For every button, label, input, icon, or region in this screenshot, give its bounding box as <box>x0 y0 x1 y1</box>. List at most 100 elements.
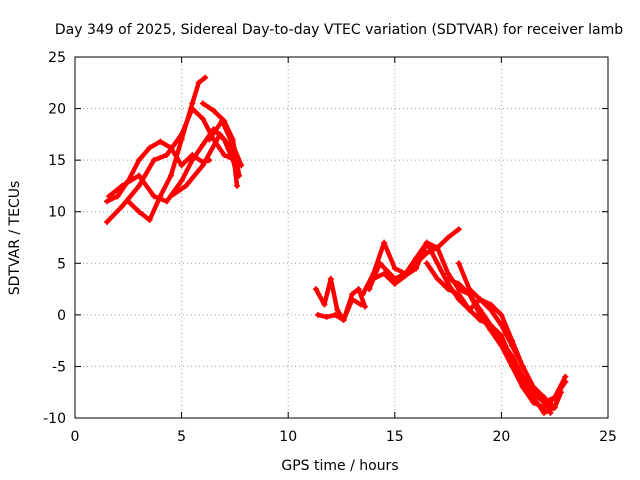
data-point <box>349 291 356 298</box>
data-point <box>455 280 462 287</box>
data-point <box>547 409 554 416</box>
data-point <box>466 286 473 293</box>
data-point <box>125 198 132 205</box>
y-tick-label: 0 <box>57 308 66 324</box>
data-point <box>229 141 236 148</box>
data-point <box>455 291 462 298</box>
x-tick-label: 0 <box>71 429 80 445</box>
data-point <box>434 275 441 282</box>
x-tick-label: 25 <box>599 429 617 445</box>
data-point <box>210 107 217 114</box>
y-tick-label: -5 <box>52 359 66 375</box>
data-point <box>106 193 113 200</box>
data-point <box>466 306 473 313</box>
data-point <box>370 275 377 282</box>
y-tick-label: 10 <box>48 205 66 221</box>
data-point <box>238 162 245 169</box>
data-point <box>455 260 462 267</box>
data-point <box>103 198 110 205</box>
data-point <box>163 198 170 205</box>
data-point <box>498 322 505 329</box>
data-point <box>445 234 452 241</box>
data-point <box>167 193 174 200</box>
data-point <box>135 208 142 215</box>
data-point <box>541 409 548 416</box>
data-point <box>334 306 341 313</box>
data-point <box>541 394 548 401</box>
data-point <box>455 286 462 293</box>
data-point <box>340 317 347 324</box>
data-point <box>202 74 209 81</box>
data-point <box>332 311 339 318</box>
y-tick-label: -10 <box>43 411 66 427</box>
data-point <box>236 172 243 179</box>
data-point <box>135 172 142 179</box>
data-point <box>381 270 388 277</box>
x-axis-label: GPS time / hours <box>281 458 398 474</box>
data-point <box>157 138 164 145</box>
series-track-15 <box>456 261 553 416</box>
data-point <box>103 219 110 226</box>
plot-frame <box>74 56 609 419</box>
data-point <box>530 399 537 406</box>
data-point <box>391 265 398 272</box>
y-tick-label: 15 <box>48 153 66 169</box>
data-point <box>376 260 383 267</box>
series-track-1 <box>104 139 212 204</box>
data-point <box>349 296 356 303</box>
data-point <box>519 363 526 370</box>
data-point <box>413 265 420 272</box>
data-point <box>391 280 398 287</box>
data-point <box>150 157 157 164</box>
data-point <box>530 384 537 391</box>
series-track-8 <box>313 276 368 323</box>
data-point <box>402 272 409 279</box>
series-track-13 <box>424 261 564 416</box>
data-point <box>206 136 213 143</box>
data-point <box>381 239 388 246</box>
data-point <box>199 141 206 148</box>
series-track-3 <box>104 106 238 225</box>
data-point <box>157 193 164 200</box>
data-point <box>221 151 228 158</box>
data-point <box>178 177 185 184</box>
data-point <box>315 311 322 318</box>
data-point <box>562 373 569 380</box>
tick-layer: 0 5 10 15 20 25 -10 -5 0 5 10 15 20 25 <box>43 50 617 445</box>
y-tick-label: 25 <box>48 50 66 66</box>
data-point <box>355 286 362 293</box>
data-point <box>498 332 505 339</box>
data-point <box>445 280 452 287</box>
data-point <box>216 131 223 138</box>
data-point <box>509 342 516 349</box>
data-point <box>477 296 484 303</box>
data-point <box>366 286 373 293</box>
data-point <box>487 301 494 308</box>
data-point <box>551 394 558 401</box>
data-point <box>146 216 153 223</box>
data-point <box>423 239 430 246</box>
grid-layer <box>75 57 608 418</box>
data-point <box>189 157 196 164</box>
data-point <box>199 115 206 122</box>
data-point <box>189 100 196 107</box>
data-point <box>498 311 505 318</box>
data-point <box>434 244 441 251</box>
data-point <box>182 182 189 189</box>
data-point <box>146 144 153 151</box>
data-point <box>445 270 452 277</box>
data-point <box>163 151 170 158</box>
data-point <box>178 162 185 169</box>
data-point <box>361 303 368 310</box>
data-point <box>455 226 462 233</box>
data-point <box>178 136 185 143</box>
data-point <box>423 260 430 267</box>
x-tick-label: 5 <box>177 429 186 445</box>
data-point <box>487 306 494 313</box>
data-point <box>199 162 206 169</box>
data-point <box>551 404 558 411</box>
data-point <box>118 182 125 189</box>
data-point <box>487 327 494 334</box>
data-point <box>167 172 174 179</box>
